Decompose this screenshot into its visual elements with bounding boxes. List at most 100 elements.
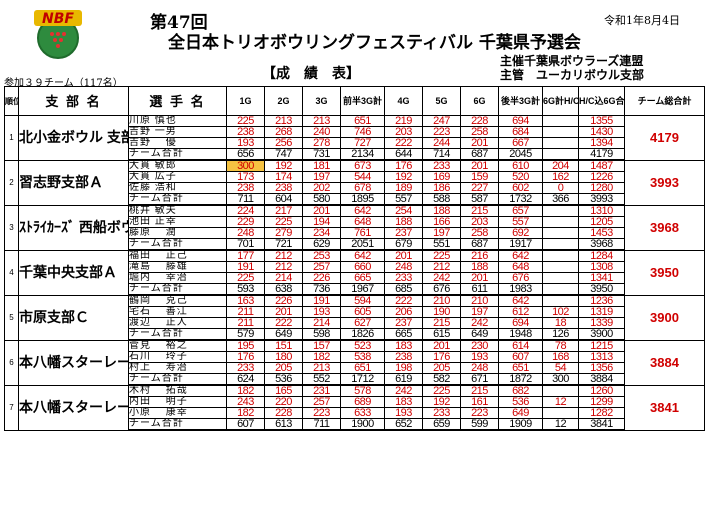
- score-first-half: 642: [340, 204, 385, 217]
- player-row: 小原 康幸 182 228 223 633 193 233 223 649 1282: [5, 407, 705, 419]
- score-handicap: [542, 115, 579, 127]
- team-subtotal-row: チーム合計 607 613 711 1900 652 659 599 1909 12 3841: [5, 418, 705, 431]
- player-name: 菅見 裕之: [128, 339, 227, 352]
- player-row: 4 千葉中央支部Ａ 福田 正己 177 212 253 642 201 225 216 642 128…: [4, 249, 705, 296]
- player-row: 2 習志野支部Ａ 大貫 敏郎 300 192 181 673 176 233 201 610 204 1…: [4, 159, 705, 206]
- score-second-half: 684: [498, 126, 543, 138]
- player-row: 村上 寿治 233 205 213 651 198 205 248 651 54 1356: [5, 362, 705, 374]
- score-first-half: 642: [340, 249, 385, 262]
- score-second-half: 614: [498, 339, 543, 352]
- score-g3: 214: [302, 317, 341, 329]
- score-g6: 227: [460, 182, 499, 194]
- score-g5: 225: [422, 384, 461, 397]
- score-g6: 197: [460, 306, 499, 318]
- score-handicap: 204: [542, 159, 579, 172]
- score-g6: 649: [460, 328, 499, 341]
- player-name: 滝島 藤雄: [128, 261, 227, 273]
- score-g5: 190: [422, 306, 461, 318]
- score-g4: 219: [384, 115, 423, 127]
- score-second-half: 2045: [498, 148, 543, 161]
- score-handicap: [542, 249, 579, 262]
- score-second-half: 557: [498, 216, 543, 228]
- score-g2: 151: [264, 339, 303, 352]
- score-g5: 166: [422, 216, 461, 228]
- header-row: 順位 支 部 名 選 手 名 1G 2G 3G 前半3G計 4G 5G 6G 後…: [4, 86, 705, 116]
- score-g5: 247: [422, 115, 461, 127]
- score-total-hc: 1313: [578, 351, 625, 363]
- score-g1: 711: [226, 193, 265, 206]
- score-second-half: 649: [498, 407, 543, 419]
- score-handicap: [542, 137, 579, 149]
- score-total-hc: 1430: [578, 126, 625, 138]
- score-g3: 223: [302, 407, 341, 419]
- score-g5: 223: [422, 126, 461, 138]
- score-g5: 201: [422, 339, 461, 352]
- score-first-half: 1712: [340, 373, 385, 386]
- score-g2: 279: [264, 227, 303, 239]
- score-g1: 225: [226, 272, 265, 284]
- score-first-half: 1826: [340, 328, 385, 341]
- score-total-hc: 3884: [578, 373, 625, 386]
- score-g2: 228: [264, 407, 303, 419]
- score-g5: 176: [422, 351, 461, 363]
- score-total-hc: 1341: [578, 272, 625, 284]
- score-handicap: [542, 227, 579, 239]
- score-g2: 747: [264, 148, 303, 161]
- score-g2: 165: [264, 384, 303, 397]
- score-first-half: 665: [340, 272, 385, 284]
- subtotal-label: チーム合計: [128, 328, 227, 341]
- team-subtotal-row: チーム合計 624 536 552 1712 619 582 671 1872 300 3884: [5, 373, 705, 386]
- score-g6: 193: [460, 351, 499, 363]
- team-grand-total: 4179: [624, 115, 705, 161]
- score-g4: 679: [384, 238, 423, 251]
- score-g3: 213: [302, 362, 341, 374]
- score-g3: 552: [302, 373, 341, 386]
- score-g2: 217: [264, 204, 303, 217]
- score-g4: 557: [384, 193, 423, 206]
- score-g6: 258: [460, 126, 499, 138]
- score-g4: 183: [384, 339, 423, 352]
- team-grand-total: 3884: [624, 339, 705, 386]
- player-name: 堀内 幸治: [128, 272, 227, 284]
- score-g4: 254: [384, 204, 423, 217]
- score-handicap: 366: [542, 193, 579, 206]
- score-g6: 201: [460, 159, 499, 172]
- score-g4: 619: [384, 373, 423, 386]
- score-g5: 551: [422, 238, 461, 251]
- score-g2: 222: [264, 317, 303, 329]
- score-total-hc: 1356: [578, 362, 625, 374]
- score-second-half: 607: [498, 351, 543, 363]
- col-second-half: 後半3G計: [498, 86, 543, 116]
- player-row: 内田 明子 243 220 257 689 183 192 161 536 12 1299: [5, 396, 705, 408]
- team-grand-total: 3841: [624, 384, 705, 431]
- player-name: 木村 拓哉: [128, 384, 227, 397]
- score-g2: 213: [264, 115, 303, 127]
- team-name: ｽﾄﾗｲｶｰｽﾞ 西船ボウル支部Ａ: [18, 204, 129, 251]
- score-g6: 230: [460, 339, 499, 352]
- score-first-half: 660: [340, 261, 385, 273]
- subtotal-label: チーム合計: [128, 283, 227, 296]
- player-name: 吉野 一男: [128, 126, 227, 138]
- score-g4: 644: [384, 148, 423, 161]
- player-name: 藤原 潤: [128, 227, 227, 239]
- col-total-hc: H/C込6G合計: [578, 86, 625, 116]
- score-g5: 215: [422, 317, 461, 329]
- score-g4: 685: [384, 283, 423, 296]
- score-total-hc: 3900: [578, 328, 625, 341]
- player-row: 吉野 一男 238 268 240 746 203 223 258 684 1430: [5, 126, 705, 138]
- score-g3: 181: [302, 159, 341, 172]
- col-g2: 2G: [264, 86, 303, 116]
- score-g2: 220: [264, 396, 303, 408]
- score-g2: 192: [264, 159, 303, 172]
- score-g6: 188: [460, 261, 499, 273]
- player-name: 石川 玲子: [128, 351, 227, 363]
- score-g5: 588: [422, 193, 461, 206]
- score-g1: 624: [226, 373, 265, 386]
- score-total-hc: 1282: [578, 407, 625, 419]
- score-total-hc: 1260: [578, 384, 625, 397]
- player-row: 吉野 優 193 256 278 727 222 244 201 667 1394: [5, 137, 705, 149]
- score-second-half: 648: [498, 261, 543, 273]
- score-g3: 194: [302, 216, 341, 228]
- score-first-half: 746: [340, 126, 385, 138]
